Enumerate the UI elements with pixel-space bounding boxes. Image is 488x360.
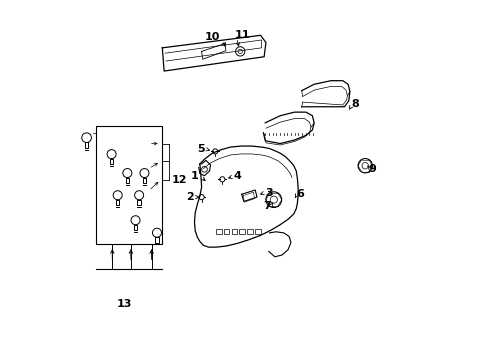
Bar [231, 229, 237, 234]
Text: 5: 5 [197, 144, 205, 154]
Text: 3: 3 [264, 188, 272, 198]
Bar [247, 229, 253, 234]
Text: 7: 7 [263, 201, 271, 211]
Text: 9: 9 [368, 163, 376, 174]
Text: 6: 6 [296, 189, 304, 199]
Bar [224, 229, 229, 234]
Text: 8: 8 [350, 99, 358, 109]
Text: 13: 13 [117, 299, 132, 309]
Bar [255, 229, 261, 234]
Text: 2: 2 [185, 192, 193, 202]
Text: 1: 1 [191, 171, 198, 181]
Text: 10: 10 [204, 32, 220, 42]
Text: 11: 11 [234, 30, 249, 40]
Bar [216, 229, 221, 234]
Text: 4: 4 [233, 171, 241, 181]
Bar [239, 229, 244, 234]
Text: 12: 12 [171, 175, 186, 185]
Bar [96, 126, 162, 244]
